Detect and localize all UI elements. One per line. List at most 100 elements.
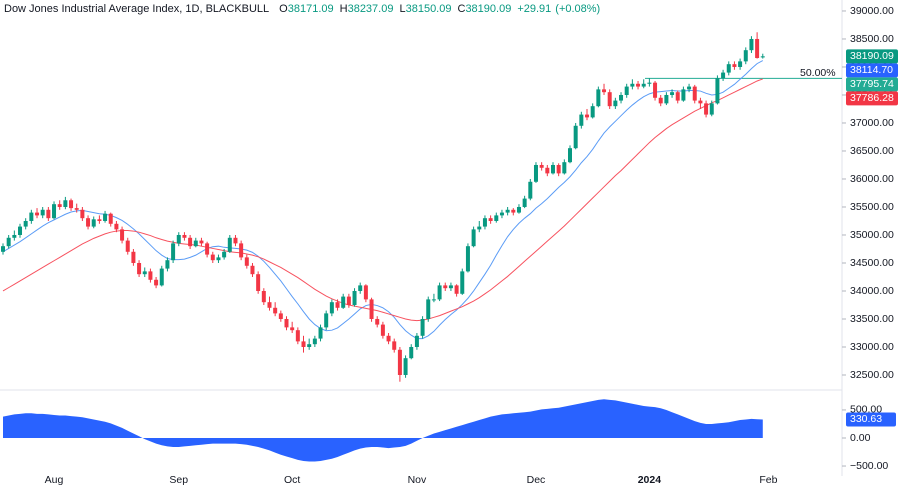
candle-body <box>125 240 130 252</box>
candle-body <box>154 279 159 286</box>
y-tick-label: 33500.00 <box>850 313 894 325</box>
fib-label: 50.00% <box>800 67 836 79</box>
candle-body <box>380 324 385 336</box>
candle-body <box>522 198 527 207</box>
change-pct: (+0.08%) <box>555 3 600 15</box>
candle-body <box>573 125 578 149</box>
candle-body <box>193 240 198 247</box>
candle-body <box>619 94 624 101</box>
y-tick-label: 34000.00 <box>850 285 894 297</box>
candle-body <box>114 223 119 230</box>
candle-body <box>159 268 164 286</box>
chart-header: Dow Jones Industrial Average Index, 1D, … <box>4 3 600 15</box>
candle-body <box>222 251 227 258</box>
candle-body <box>732 64 737 67</box>
x-tick-label: Oct <box>284 474 300 486</box>
candle-body <box>664 94 669 104</box>
candle-body <box>658 97 663 104</box>
candle-body <box>420 318 425 336</box>
candle-body <box>414 335 419 347</box>
candle-body <box>369 299 374 319</box>
candle-body <box>318 327 323 339</box>
candle-body <box>675 92 680 101</box>
candle-body <box>397 349 402 375</box>
candle-body <box>182 234 187 238</box>
candle-body <box>244 257 249 266</box>
candle-body <box>511 209 516 213</box>
price-tag <box>846 91 898 106</box>
candle-body <box>120 229 125 241</box>
y-tick-label: 38500.00 <box>850 33 894 45</box>
candle-body <box>494 215 499 221</box>
candle-body <box>482 218 487 227</box>
candle-body <box>176 234 181 244</box>
candle-body <box>448 285 453 289</box>
candle-body <box>188 237 193 247</box>
ohlc-value: 38237.09 <box>348 3 394 15</box>
candle-body <box>284 318 289 328</box>
candle-body <box>329 302 334 314</box>
candle-body <box>363 285 368 300</box>
candle-body <box>40 209 45 216</box>
candle-body <box>97 219 102 221</box>
ohlc-value: 38190.09 <box>465 3 511 15</box>
candle-body <box>91 219 96 227</box>
candle-body <box>709 103 714 115</box>
candle-body <box>471 229 476 247</box>
candle-body <box>86 218 91 227</box>
candle-body <box>12 234 17 238</box>
candle-body <box>290 327 295 331</box>
ohlc-key: O <box>279 3 288 15</box>
candle-body <box>108 213 113 224</box>
candle-body <box>131 251 136 263</box>
candle-body <box>205 243 210 255</box>
ohlc-value: 38150.09 <box>406 3 452 15</box>
candle-body <box>545 167 550 174</box>
candle-body <box>477 226 482 230</box>
candle-body <box>324 313 329 328</box>
price-tag-label: 37795.74 <box>850 78 894 90</box>
candle-body <box>233 237 238 244</box>
candle-body <box>392 341 397 350</box>
price-tag-label: 38190.09 <box>850 50 894 62</box>
candle-body <box>647 82 652 84</box>
candle-body <box>670 92 675 95</box>
candle-body <box>590 106 595 118</box>
moving-average <box>2 60 764 340</box>
candle-body <box>533 164 538 182</box>
candle-body <box>295 330 300 342</box>
candle-body <box>1 246 5 252</box>
candle-body <box>738 61 743 67</box>
y-tick-label: 34500.00 <box>850 257 894 269</box>
candle-body <box>216 257 221 261</box>
candle-body <box>301 341 306 347</box>
candle-body <box>698 100 703 104</box>
candle-body <box>613 100 618 107</box>
candle-body <box>624 86 629 95</box>
candle-body <box>539 164 544 168</box>
ohlc-key: L <box>399 3 405 15</box>
candle-body <box>499 212 504 216</box>
candle-body <box>431 299 436 301</box>
y-tick-label: 39000.00 <box>850 5 894 17</box>
candle-body <box>488 218 493 221</box>
candle-body <box>23 220 28 227</box>
candle-body <box>681 89 686 101</box>
candle-body <box>726 64 731 73</box>
y-tick-label: 37000.00 <box>850 117 894 129</box>
candle-body <box>607 92 612 107</box>
candle-body <box>103 213 108 221</box>
osc-value-tag <box>846 412 896 427</box>
candle-body <box>6 237 11 247</box>
y-tick-label: 32500.00 <box>850 369 894 381</box>
candle-body <box>585 114 590 118</box>
candle-body <box>596 89 601 107</box>
price-tag <box>846 63 898 78</box>
candle-body <box>692 86 697 101</box>
x-tick-label: Sep <box>169 474 188 486</box>
candle-body <box>63 200 68 207</box>
x-tick-label: Nov <box>408 474 427 486</box>
candle-body <box>579 114 584 126</box>
candle-body <box>312 338 317 345</box>
